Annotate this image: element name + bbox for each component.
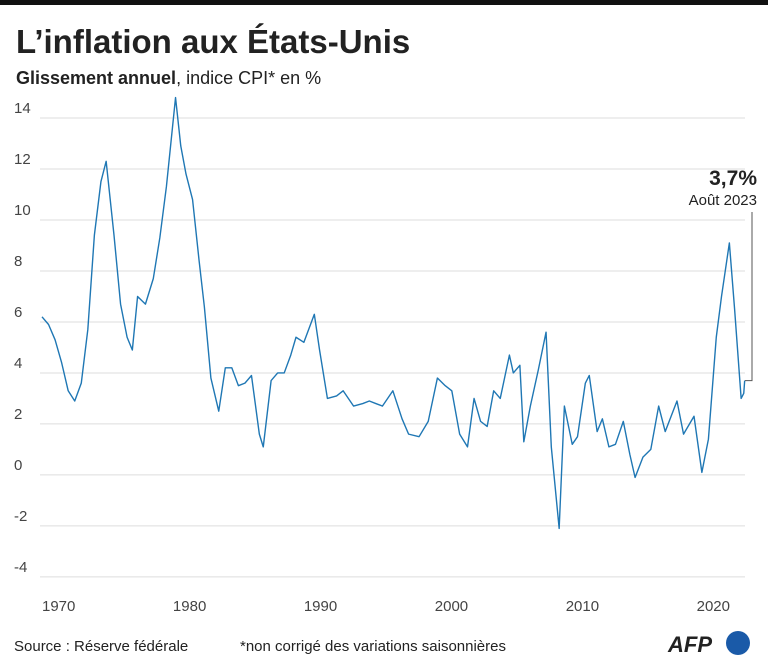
x-tick-label: 1970 — [42, 598, 75, 615]
y-tick-label: 14 — [14, 100, 31, 117]
line-series — [41, 96, 746, 530]
y-tick-label: -4 — [14, 559, 27, 576]
top-bar — [0, 0, 768, 5]
logo-circle — [726, 631, 750, 655]
y-tick-label: 12 — [14, 151, 31, 168]
y-tick-label: 4 — [14, 355, 22, 372]
x-tick-label: 1980 — [173, 598, 206, 615]
annotation-value: 3,7% — [709, 167, 757, 190]
annotation-bracket — [745, 212, 753, 382]
y-tick-label: 10 — [14, 202, 31, 219]
source: Source : Réserve fédérale — [14, 638, 188, 655]
subtitle-rest: , indice CPI* en % — [176, 68, 321, 88]
chart-subtitle: Glissement annuel, indice CPI* en % — [16, 68, 321, 88]
chart-title: L’inflation aux États-Unis — [16, 23, 410, 60]
y-tick-label: 2 — [14, 406, 22, 423]
x-tick-label: 2000 — [435, 598, 468, 615]
y-tick-label: 6 — [14, 304, 22, 321]
x-tick-label: 1990 — [304, 598, 337, 615]
y-tick-label: 0 — [14, 457, 22, 474]
note: *non corrigé des variations saisonnières — [240, 638, 506, 655]
y-tick-label: 8 — [14, 253, 22, 270]
logo: AFP — [667, 632, 712, 657]
x-tick-label: 2010 — [566, 598, 599, 615]
y-tick-label: -2 — [14, 508, 27, 525]
subtitle-bold: Glissement annuel — [16, 68, 176, 88]
annotation-date: Août 2023 — [689, 192, 757, 209]
x-tick-label: 2020 — [697, 598, 730, 615]
